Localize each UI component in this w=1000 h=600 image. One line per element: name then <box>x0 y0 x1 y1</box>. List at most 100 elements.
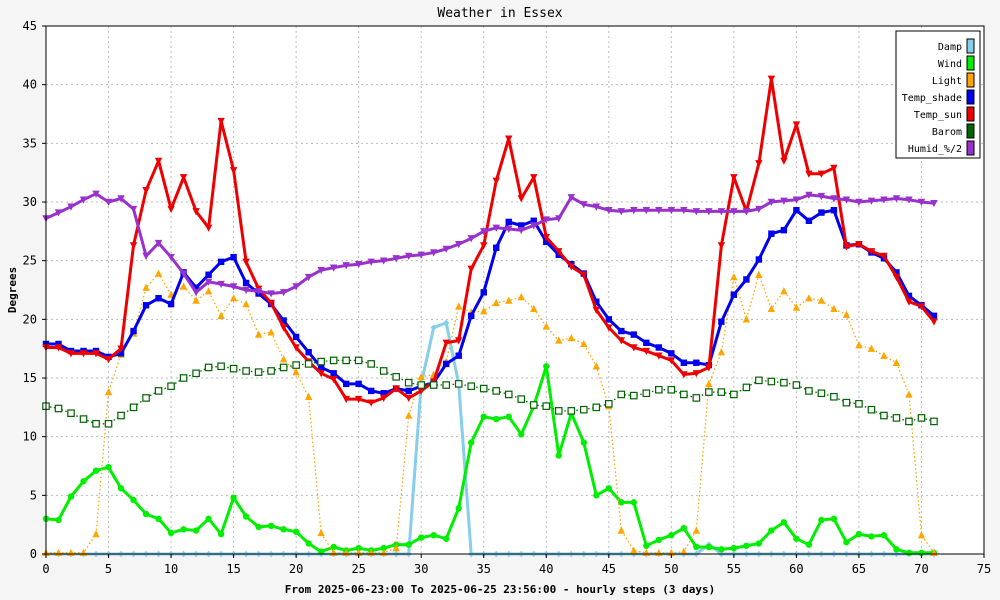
barom-point <box>554 407 563 415</box>
wind-point <box>443 535 450 542</box>
light-point <box>617 526 626 534</box>
humid-2-point <box>892 195 901 203</box>
light-point <box>792 303 801 311</box>
barom-point <box>279 363 288 372</box>
humid-2-point <box>492 224 500 232</box>
barom-point <box>880 411 888 420</box>
light-point <box>92 530 100 538</box>
legend-swatch-damp <box>966 38 975 54</box>
temp-sun-point <box>505 135 513 143</box>
barom-point <box>905 417 913 426</box>
temp-shade-point <box>367 387 375 395</box>
temp-sun-point <box>692 370 701 378</box>
y-tick-label: 35 <box>23 136 37 150</box>
temp-shade-point <box>242 279 250 287</box>
temp-shade-point <box>230 253 237 261</box>
humid-2-point <box>404 252 413 260</box>
light-point <box>917 531 926 539</box>
light-point <box>755 270 763 278</box>
temp-shade-point <box>142 302 150 309</box>
temp-shade-point <box>280 317 287 324</box>
barom-point <box>142 394 150 402</box>
legend-label-humid-2: Humid_%/2 <box>908 144 962 155</box>
wind-point <box>380 544 387 552</box>
temp-shade-point <box>630 331 638 338</box>
x-tick-label: 30 <box>414 562 428 576</box>
temp-sun-point <box>542 234 550 242</box>
humid-2-point <box>680 207 688 215</box>
light-point <box>842 310 851 318</box>
light-line <box>46 272 935 554</box>
wind-point <box>67 493 75 500</box>
barom-point <box>579 405 588 414</box>
wind-point <box>768 527 775 534</box>
temp-sun-point <box>342 395 350 404</box>
x-tick-label: 5 <box>105 562 112 576</box>
temp-shade-point <box>893 269 900 276</box>
light-point <box>242 300 250 308</box>
y-tick-label: 30 <box>23 195 37 209</box>
wind-point <box>655 536 663 544</box>
wind-point <box>130 496 137 504</box>
x-axis-label: From 2025-06-23:00 To 2025-06-25 23:56:0… <box>285 583 715 596</box>
barom-point <box>367 360 375 368</box>
barom-point <box>542 402 551 410</box>
humid-2-point <box>54 209 63 217</box>
humid-2-point <box>642 207 651 215</box>
light-point <box>555 336 563 344</box>
wind-point <box>418 534 425 541</box>
chart-title: Weather in Essex <box>437 6 562 21</box>
temp-shade-point <box>355 380 362 388</box>
humid-2-point <box>167 253 175 262</box>
humid-2-point <box>817 192 826 201</box>
barom-point <box>479 384 488 393</box>
temp-sun-point <box>592 306 600 314</box>
temp-sun-point <box>154 157 163 165</box>
barom-point <box>730 390 738 399</box>
light-point <box>279 355 288 363</box>
wind-point <box>680 524 688 532</box>
x-tick-label: 60 <box>789 562 803 576</box>
legend-swatch-wind <box>966 55 975 71</box>
barom-point <box>692 394 701 402</box>
temp-sun-point <box>617 337 626 345</box>
humid-2-point <box>67 203 75 211</box>
barom-point <box>855 400 863 408</box>
temp-shade-point <box>505 218 512 226</box>
barom-point <box>117 411 125 420</box>
legend-swatch-light <box>966 72 975 88</box>
light-point <box>154 269 163 277</box>
light-point <box>254 330 263 338</box>
barom-point <box>892 414 901 422</box>
temp-shade-point <box>905 292 913 300</box>
legend-swatch-barom <box>966 123 975 139</box>
temp-sun-point <box>379 394 388 402</box>
light-point <box>592 362 600 370</box>
wind-point <box>192 527 200 534</box>
x-tick-label: 35 <box>477 562 491 576</box>
barom-point <box>467 382 476 391</box>
humid-2-point <box>129 205 138 214</box>
humid-2-point <box>592 203 600 211</box>
humid-2-point <box>880 196 888 204</box>
temp-sun-point <box>404 394 413 402</box>
temp-shade-point <box>292 333 300 341</box>
barom-point <box>492 387 501 395</box>
wind-point <box>780 519 788 526</box>
wind-point <box>630 499 638 506</box>
wind-point <box>855 530 863 538</box>
temp-shade-point <box>443 360 450 368</box>
humid-2-point <box>830 195 838 203</box>
wind-point <box>355 544 362 552</box>
temp-shade-point <box>668 350 675 357</box>
humid-2-point <box>692 208 701 216</box>
wind-point <box>180 526 187 533</box>
temp-sun-point <box>517 195 525 203</box>
temp-sun-point <box>705 364 713 372</box>
barom-point <box>154 387 163 395</box>
legend-box <box>895 30 981 159</box>
light-point <box>179 282 188 290</box>
temp-sun-point <box>892 273 901 282</box>
wind-point <box>905 549 913 557</box>
humid-2-point <box>117 195 125 203</box>
